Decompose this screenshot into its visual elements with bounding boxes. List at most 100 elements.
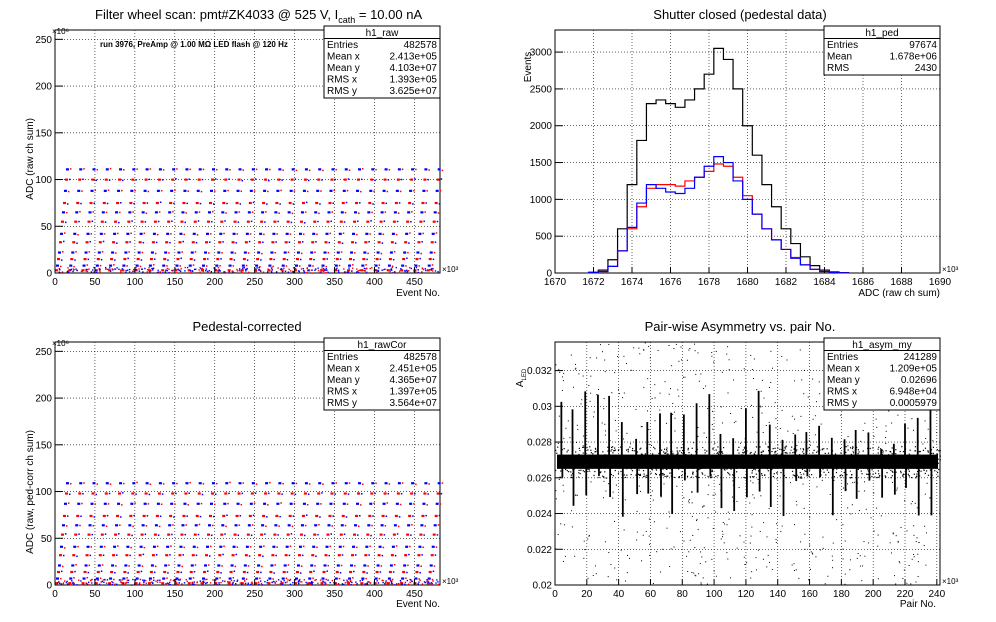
- data-point: [99, 268, 101, 270]
- data-point: [760, 473, 763, 475]
- data-point: [344, 211, 347, 214]
- data-point: [680, 447, 683, 449]
- data-point: [793, 451, 795, 453]
- data-point: [921, 459, 923, 461]
- data-point: [149, 257, 153, 261]
- data-point: [300, 565, 303, 567]
- data-point: [337, 584, 339, 586]
- data-point: [307, 582, 311, 585]
- data-point: [774, 462, 776, 464]
- x-tick-label: 1678: [698, 277, 721, 288]
- data-point: [346, 580, 349, 583]
- data-point: [258, 583, 260, 585]
- data-point: [741, 458, 743, 460]
- data-point: [723, 523, 725, 525]
- data-point: [373, 502, 375, 505]
- data-point: [126, 232, 130, 235]
- data-point: [723, 447, 725, 449]
- data-point: [909, 449, 911, 451]
- data-point: [563, 372, 565, 374]
- data-point: [258, 554, 262, 557]
- data-point: [724, 457, 726, 459]
- data-point: [196, 546, 199, 549]
- data-point: [925, 437, 927, 439]
- data-point: [305, 581, 307, 584]
- data-point: [568, 463, 571, 465]
- data-point: [727, 511, 729, 513]
- data-point: [762, 432, 764, 434]
- data-point: [196, 502, 200, 505]
- data-point: [857, 458, 859, 460]
- data-point: [166, 269, 169, 272]
- data-point: [236, 502, 240, 505]
- data-point: [198, 168, 202, 171]
- data-point: [760, 406, 762, 408]
- data-point: [306, 583, 308, 585]
- data-point: [780, 472, 782, 474]
- data-point: [276, 583, 279, 586]
- data-point: [261, 565, 263, 568]
- data-point: [894, 575, 896, 577]
- data-point: [885, 430, 887, 432]
- data-point: [930, 452, 933, 454]
- data-point: [723, 468, 725, 471]
- data-point: [563, 437, 565, 439]
- data-point: [820, 549, 822, 551]
- data-point: [74, 220, 78, 223]
- data-point: [419, 257, 421, 260]
- data-point: [612, 497, 614, 499]
- data-point: [143, 579, 146, 581]
- data-point: [852, 446, 854, 448]
- data-point: [851, 504, 853, 506]
- data-point: [291, 212, 294, 215]
- y-tick-label: 150: [35, 128, 52, 139]
- data-point: [254, 269, 258, 272]
- data-point: [603, 398, 605, 400]
- data-point: [247, 583, 249, 586]
- data-point: [317, 269, 320, 272]
- data-point: [243, 266, 245, 269]
- data-point: [235, 242, 238, 244]
- data-point: [730, 457, 732, 459]
- data-point: [675, 454, 677, 456]
- data-point: [224, 533, 226, 535]
- data-point: [166, 267, 169, 270]
- data-point: [245, 270, 247, 272]
- data-point: [843, 487, 845, 489]
- data-point: [150, 564, 154, 567]
- data-point: [221, 565, 223, 567]
- data-point: [299, 258, 302, 261]
- data-point: [113, 545, 117, 548]
- data-point: [185, 524, 187, 526]
- data-point: [721, 536, 723, 538]
- data-point: [428, 483, 430, 485]
- data-point: [765, 464, 767, 466]
- data-point: [753, 468, 755, 470]
- stats-row-value: 6.948e+04: [889, 387, 937, 398]
- data-point: [422, 546, 424, 549]
- data-point: [426, 579, 428, 581]
- data-point: [69, 269, 72, 271]
- data-point: [711, 469, 713, 471]
- data-point: [105, 482, 109, 485]
- data-point: [190, 271, 192, 273]
- data-point: [128, 251, 130, 253]
- data-point: [618, 464, 620, 466]
- data-point: [89, 201, 93, 205]
- data-point: [892, 471, 894, 473]
- data-point: [278, 212, 280, 214]
- data-point: [830, 464, 832, 467]
- data-point: [808, 475, 810, 477]
- data-point: [427, 577, 431, 580]
- data-point: [223, 189, 227, 192]
- data-point: [665, 448, 668, 451]
- data-point: [343, 583, 345, 586]
- data-point: [101, 564, 104, 566]
- data-point: [70, 268, 72, 271]
- x-tick-label: 200: [206, 277, 223, 288]
- data-point: [679, 456, 681, 459]
- data-point: [211, 482, 215, 485]
- data-point: [775, 427, 777, 429]
- data-point: [55, 577, 59, 580]
- data-point: [176, 582, 178, 584]
